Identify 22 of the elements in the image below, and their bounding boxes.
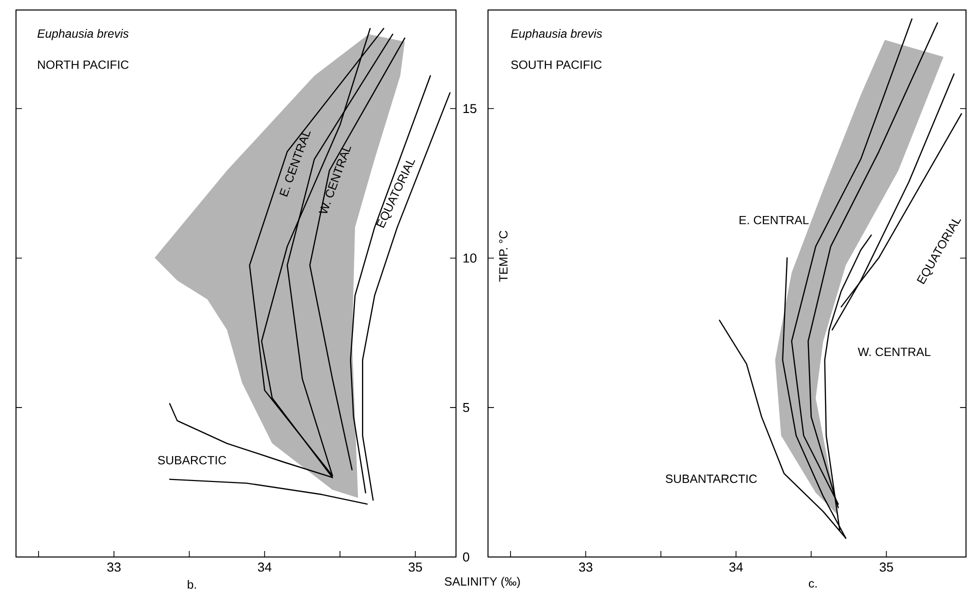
annotation: SUBARCTIC (158, 456, 226, 464)
x-tick-label: 34 (258, 562, 272, 572)
text: c. (808, 581, 817, 588)
y-tick-label: 15 (463, 104, 476, 114)
y-tick-label: 5 (463, 403, 470, 412)
x-axis-title: SALINITY (‰) (444, 576, 520, 588)
text: Euphausia brevis (37, 29, 129, 40)
text: SOUTH PACIFIC (511, 60, 602, 69)
annotation: E. CENTRAL (740, 216, 809, 224)
x-tick-label: 33 (107, 562, 121, 572)
y-axis-title: TEMP. °C (499, 230, 508, 282)
x-tick-label: 35 (408, 562, 422, 572)
x-tick-label: 34 (729, 562, 743, 572)
text: b. (188, 580, 196, 589)
y-tick-label: 0 (463, 552, 470, 562)
text: Euphausia brevis (511, 29, 602, 40)
annotation: W. CENTRAL (858, 348, 930, 356)
text: NORTH PACIFIC (38, 60, 129, 69)
annotation: SUBANTARCTIC (666, 474, 757, 483)
y-tick-label: 10 (463, 254, 476, 263)
x-tick-label: 35 (880, 562, 893, 572)
x-tick-label: 33 (579, 562, 592, 572)
